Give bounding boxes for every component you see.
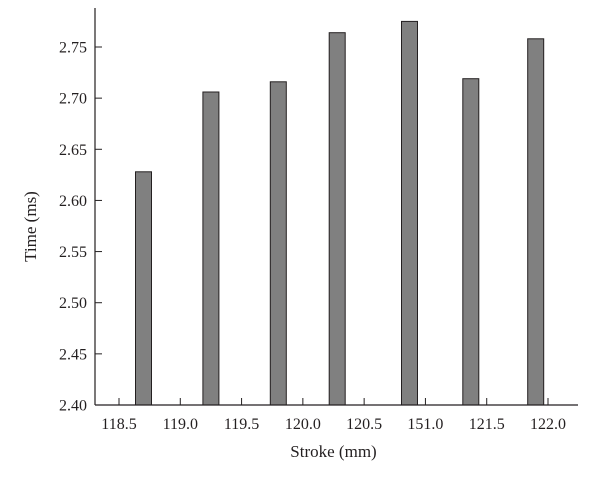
x-tick-label: 118.5 (101, 416, 136, 433)
x-tick-label: 120.5 (346, 416, 382, 433)
y-tick-label: 2.75 (59, 40, 87, 57)
y-tick-label: 2.70 (59, 91, 87, 108)
bar-2 (269, 81, 287, 406)
x-tick-label: 122.0 (530, 416, 566, 433)
bar-3 (328, 32, 346, 406)
bar-6 (527, 38, 545, 406)
x-ticks-group: 118.5 119.0 119.5 120.0 120.5 151.0 121.5 122.0 (101, 398, 566, 433)
x-tick-label: 119.0 (163, 416, 198, 433)
y-tick-label: 2.60 (59, 193, 87, 210)
y-ticks-group: 2.40 2.45 2.50 2.55 2.60 2.65 2.70 2.75 (59, 40, 102, 415)
y-tick-label: 2.55 (59, 244, 87, 261)
y-tick-label: 2.50 (59, 295, 87, 312)
x-tick-label: 119.5 (224, 416, 259, 433)
bars-group (135, 20, 545, 406)
bar-4 (401, 20, 418, 406)
y-tick-label: 2.45 (59, 346, 87, 363)
x-axis-label: Stroke (mm) (290, 442, 376, 461)
y-axis-label: Time (ms) (21, 191, 40, 262)
y-tick-label: 2.65 (59, 142, 87, 159)
y-tick-label: 2.40 (59, 398, 87, 415)
bar-1 (202, 91, 220, 406)
bar-5 (462, 78, 480, 406)
bar-0 (135, 171, 152, 406)
axes-group (94, 8, 578, 406)
x-tick-label: 151.0 (407, 416, 443, 433)
x-tick-label: 120.0 (285, 416, 321, 433)
x-tick-label: 121.5 (469, 416, 505, 433)
